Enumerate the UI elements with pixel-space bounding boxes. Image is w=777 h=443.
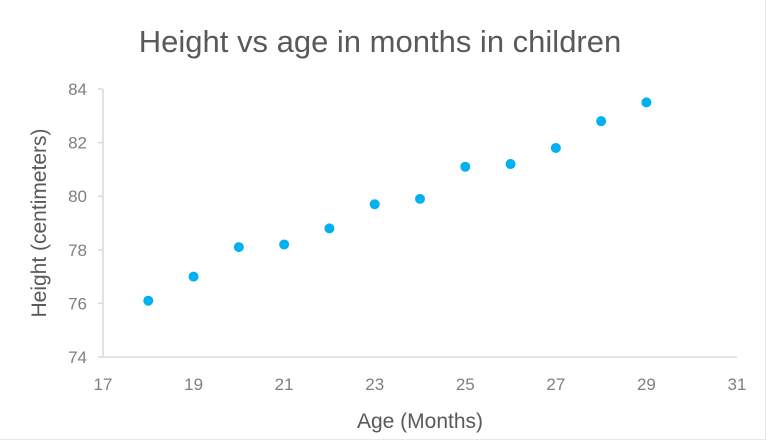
chart-title: Height vs age in months in children <box>139 24 621 59</box>
data-point <box>641 97 652 108</box>
y-tick-label: 78 <box>68 241 87 260</box>
x-tick-label: 23 <box>365 375 384 394</box>
data-point <box>279 239 290 250</box>
x-tick-label: 19 <box>184 375 203 394</box>
data-point <box>550 142 561 153</box>
data-point <box>324 223 335 234</box>
data-point <box>415 193 425 204</box>
x-tick-label: 21 <box>275 375 294 394</box>
y-tick-label: 74 <box>68 348 87 367</box>
scatter-chart: Height vs age in months in children Heig… <box>28 24 747 433</box>
data-point <box>460 161 471 172</box>
data-point <box>188 271 199 282</box>
y-tick-label: 80 <box>68 187 87 206</box>
data-point <box>505 159 516 170</box>
x-tick-label: 25 <box>456 375 475 394</box>
y-axis-title: Height (centimeters) <box>28 128 51 317</box>
data-point <box>233 242 244 253</box>
x-tick-label: 29 <box>637 375 656 394</box>
x-tick-label: 17 <box>94 375 113 394</box>
x-axis-title: Age (Months) <box>357 410 483 433</box>
data-point <box>369 199 380 210</box>
data-point <box>143 295 154 306</box>
y-tick-label: 84 <box>68 80 87 99</box>
y-tick-label: 82 <box>68 134 87 153</box>
y-tick-label: 76 <box>68 294 87 313</box>
x-tick-label: 31 <box>728 375 747 394</box>
chart-container: Height vs age in months in children Heig… <box>0 0 766 440</box>
data-point <box>596 116 607 127</box>
x-tick-label: 27 <box>546 375 565 394</box>
